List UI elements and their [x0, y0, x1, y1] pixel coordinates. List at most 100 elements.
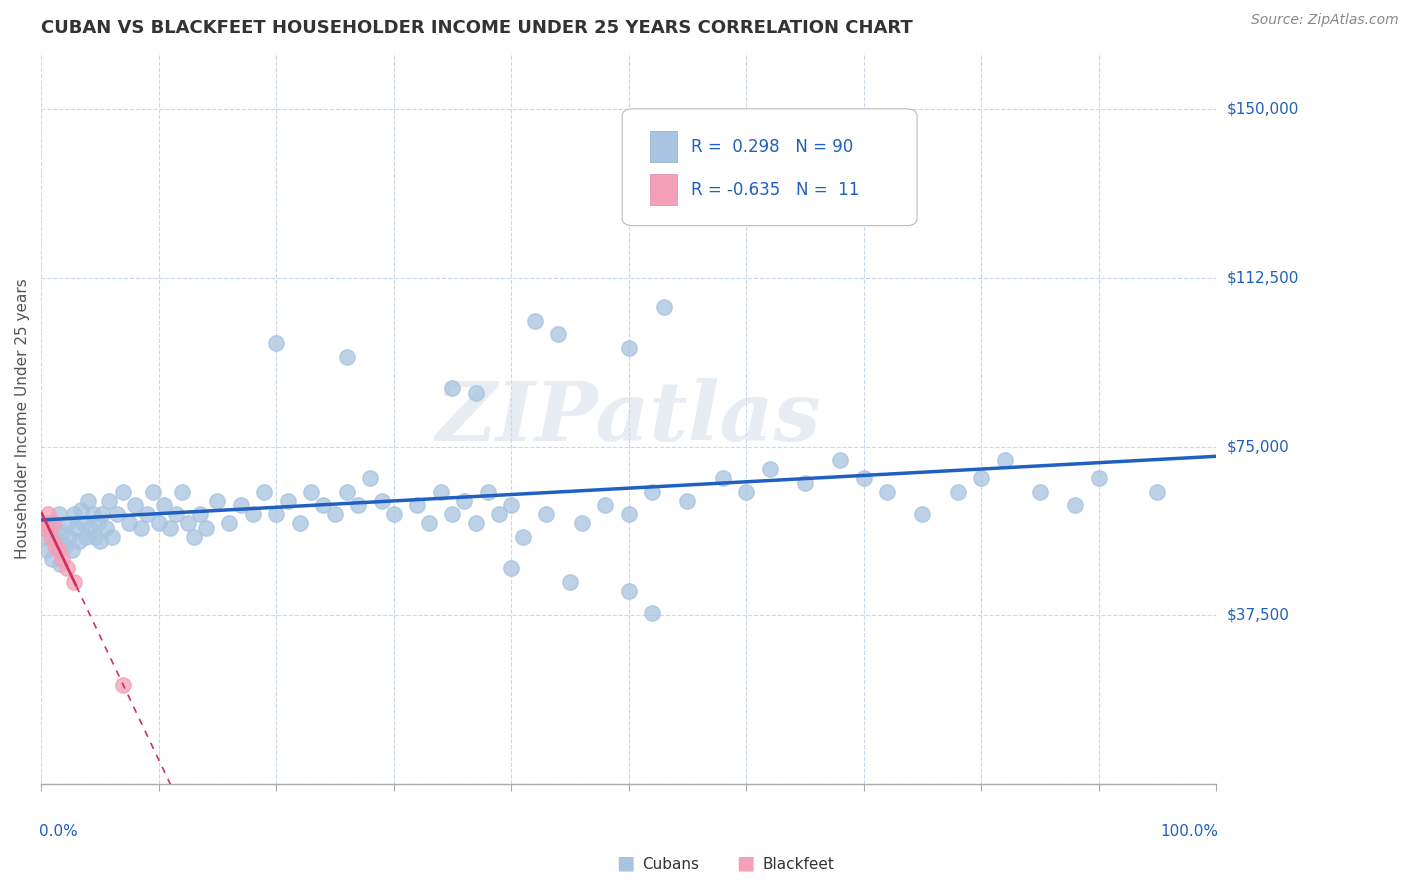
Point: [118, 516, 141, 530]
Point: [67, 534, 90, 549]
Point: [38, 516, 60, 530]
Point: [793, 475, 815, 490]
Y-axis label: Householder Income Under 25 years: Householder Income Under 25 years: [15, 278, 30, 559]
Point: [51, 525, 73, 540]
Point: [51, 552, 73, 566]
Point: [142, 484, 165, 499]
Point: [100, 530, 122, 544]
Point: [41, 552, 63, 566]
Point: [429, 484, 451, 499]
Point: [288, 516, 311, 530]
Text: $150,000: $150,000: [1227, 102, 1299, 117]
Point: [264, 336, 287, 351]
Point: [371, 493, 394, 508]
Point: [488, 507, 510, 521]
Point: [34, 530, 56, 544]
Point: [75, 530, 97, 544]
Point: [177, 516, 200, 530]
Point: [253, 484, 276, 499]
Point: [911, 507, 934, 521]
Point: [830, 453, 852, 467]
Point: [218, 516, 240, 530]
Point: [336, 350, 359, 364]
Point: [547, 327, 569, 342]
Point: [876, 484, 898, 499]
Text: 100.0%: 100.0%: [1160, 824, 1219, 839]
Point: [148, 516, 170, 530]
Point: [63, 507, 86, 521]
Point: [94, 520, 117, 534]
Point: [312, 498, 335, 512]
Text: Blackfeet: Blackfeet: [762, 857, 834, 872]
Text: CUBAN VS BLACKFEET HOUSEHOLDER INCOME UNDER 25 YEARS CORRELATION CHART: CUBAN VS BLACKFEET HOUSEHOLDER INCOME UN…: [41, 20, 912, 37]
Point: [79, 520, 101, 534]
Point: [359, 471, 381, 485]
Point: [501, 498, 523, 512]
Point: [49, 557, 72, 571]
Point: [299, 484, 322, 499]
Text: ZIPatlas: ZIPatlas: [436, 378, 821, 458]
Point: [477, 484, 499, 499]
Point: [107, 507, 129, 521]
Point: [617, 341, 640, 355]
Point: [617, 583, 640, 598]
Point: [336, 484, 359, 499]
Point: [464, 385, 486, 400]
Point: [56, 561, 79, 575]
Point: [124, 498, 146, 512]
Point: [207, 493, 229, 508]
Point: [652, 300, 675, 314]
Point: [159, 520, 181, 534]
Point: [1064, 498, 1087, 512]
Point: [112, 678, 135, 692]
Point: [711, 471, 734, 485]
Point: [60, 543, 83, 558]
Point: [523, 313, 546, 327]
Point: [91, 507, 114, 521]
Point: [946, 484, 969, 499]
Point: [84, 530, 107, 544]
Point: [617, 507, 640, 521]
Point: [183, 530, 205, 544]
Point: [44, 539, 66, 553]
Point: [48, 543, 70, 558]
Point: [676, 493, 699, 508]
Point: [39, 530, 62, 544]
Point: [382, 507, 405, 521]
Point: [135, 507, 157, 521]
Point: [453, 493, 475, 508]
Point: [65, 520, 87, 534]
Point: [536, 507, 558, 521]
Point: [735, 484, 758, 499]
Point: [418, 516, 440, 530]
Text: $37,500: $37,500: [1227, 607, 1291, 623]
Point: [501, 561, 523, 575]
Point: [77, 493, 100, 508]
Point: [441, 507, 464, 521]
Point: [323, 507, 346, 521]
Text: R = -0.635   N =  11: R = -0.635 N = 11: [690, 181, 859, 199]
Point: [1146, 484, 1168, 499]
Text: Source: ZipAtlas.com: Source: ZipAtlas.com: [1251, 13, 1399, 28]
Point: [277, 493, 299, 508]
Text: 0.0%: 0.0%: [39, 824, 77, 839]
Point: [45, 534, 67, 549]
Point: [63, 574, 86, 589]
Point: [242, 507, 264, 521]
Point: [641, 606, 664, 620]
Point: [406, 498, 429, 512]
Text: Cubans: Cubans: [643, 857, 700, 872]
Point: [970, 471, 993, 485]
Text: ■: ■: [735, 854, 755, 872]
Point: [72, 516, 94, 530]
Point: [558, 574, 581, 589]
Point: [42, 520, 65, 534]
Point: [347, 498, 370, 512]
Text: $112,500: $112,500: [1227, 270, 1299, 285]
Point: [852, 471, 875, 485]
Point: [153, 498, 176, 512]
Point: [464, 516, 486, 530]
Point: [32, 520, 55, 534]
Point: [188, 507, 211, 521]
Point: [994, 453, 1017, 467]
